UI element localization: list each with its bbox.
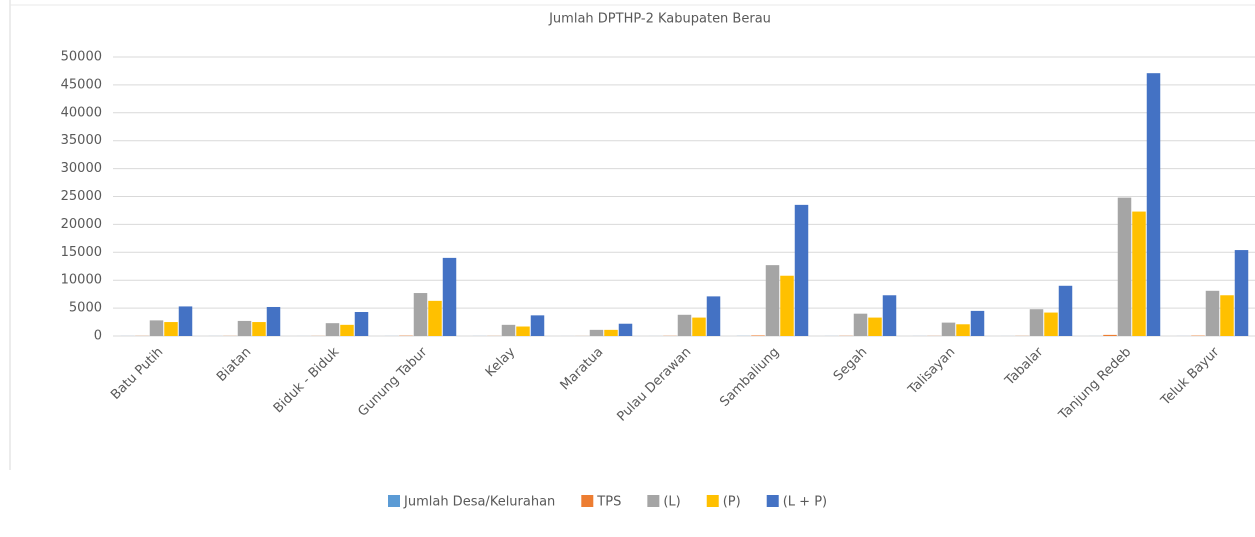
legend-label: (P) [723,495,741,510]
bar [706,296,721,336]
x-tick-label: Batu Putih [108,345,166,403]
bar [794,204,809,336]
bar [428,300,442,336]
bar [1029,309,1044,336]
bar [237,320,252,336]
bar [149,320,164,336]
bar [677,314,692,336]
bar [882,295,897,336]
bar [266,306,281,336]
bar [516,326,530,336]
bar [1103,334,1117,336]
bar [1146,73,1161,336]
y-tick-label: 20000 [61,217,102,232]
y-tick-label: 35000 [61,133,102,148]
bar [413,293,428,336]
bar [252,322,266,336]
bar [604,329,618,336]
bar [354,312,369,336]
legend-label: (L) [663,495,680,510]
bar [1117,197,1132,336]
x-tick-label: Gunung Tabur [355,344,430,419]
x-tick-label: Tabalar [1002,344,1047,389]
bar [956,324,970,336]
x-tick-label: Segah [831,345,870,384]
bar [1205,290,1220,336]
y-tick-label: 10000 [61,273,102,288]
bar [751,335,765,336]
bar [1058,285,1073,336]
bar [1220,295,1234,336]
bar [589,329,604,336]
y-tick-label: 45000 [61,77,102,92]
legend-swatch [581,495,594,507]
x-tick-label: Kelay [483,344,519,380]
x-tick-label: Biduk - Biduk [271,344,343,416]
bar [868,317,882,336]
legend-label: (L + P) [783,495,827,510]
bar [501,324,516,336]
bar [1132,211,1146,336]
bar [164,322,178,336]
legend-swatch [647,495,660,507]
y-tick-label: 15000 [61,245,102,260]
bar [340,324,354,336]
y-tick-label: 50000 [61,50,102,65]
y-tick-label: 0 [94,329,102,344]
legend-swatch [388,495,400,507]
x-tick-label: Tanjung Redeb [1056,345,1135,424]
bar [1234,250,1249,336]
legend-swatch [706,495,719,507]
y-tick-label: 30000 [61,161,102,176]
bar [692,317,706,336]
x-tick-label: Pulau Derawan [614,345,694,425]
x-tick-label: Teluk Bayur [1158,344,1223,409]
y-tick-label: 25000 [61,189,102,204]
bar [1044,312,1058,336]
bar [780,275,794,336]
x-tick-label: Talisayan [905,345,958,398]
x-tick-label: Maratua [558,345,607,394]
x-tick-label: Sambaliung [717,345,782,410]
bar [853,313,868,336]
bar [325,323,340,336]
bar [178,306,193,336]
bar [765,265,780,336]
y-tick-label: 40000 [61,105,102,120]
chart-title: Jumlah DPTHP-2 Kabupaten Berau [548,12,771,27]
bar [970,310,985,336]
legend-swatch [766,495,779,507]
y-tick-label: 5000 [69,301,102,316]
bar [530,315,545,336]
x-tick-label: Biatan [214,345,254,385]
legend-label: TPS [596,495,621,510]
bar [941,322,956,336]
bar [618,323,633,336]
legend-label: Jumlah Desa/Kelurahan [403,495,555,510]
bar [442,257,457,336]
